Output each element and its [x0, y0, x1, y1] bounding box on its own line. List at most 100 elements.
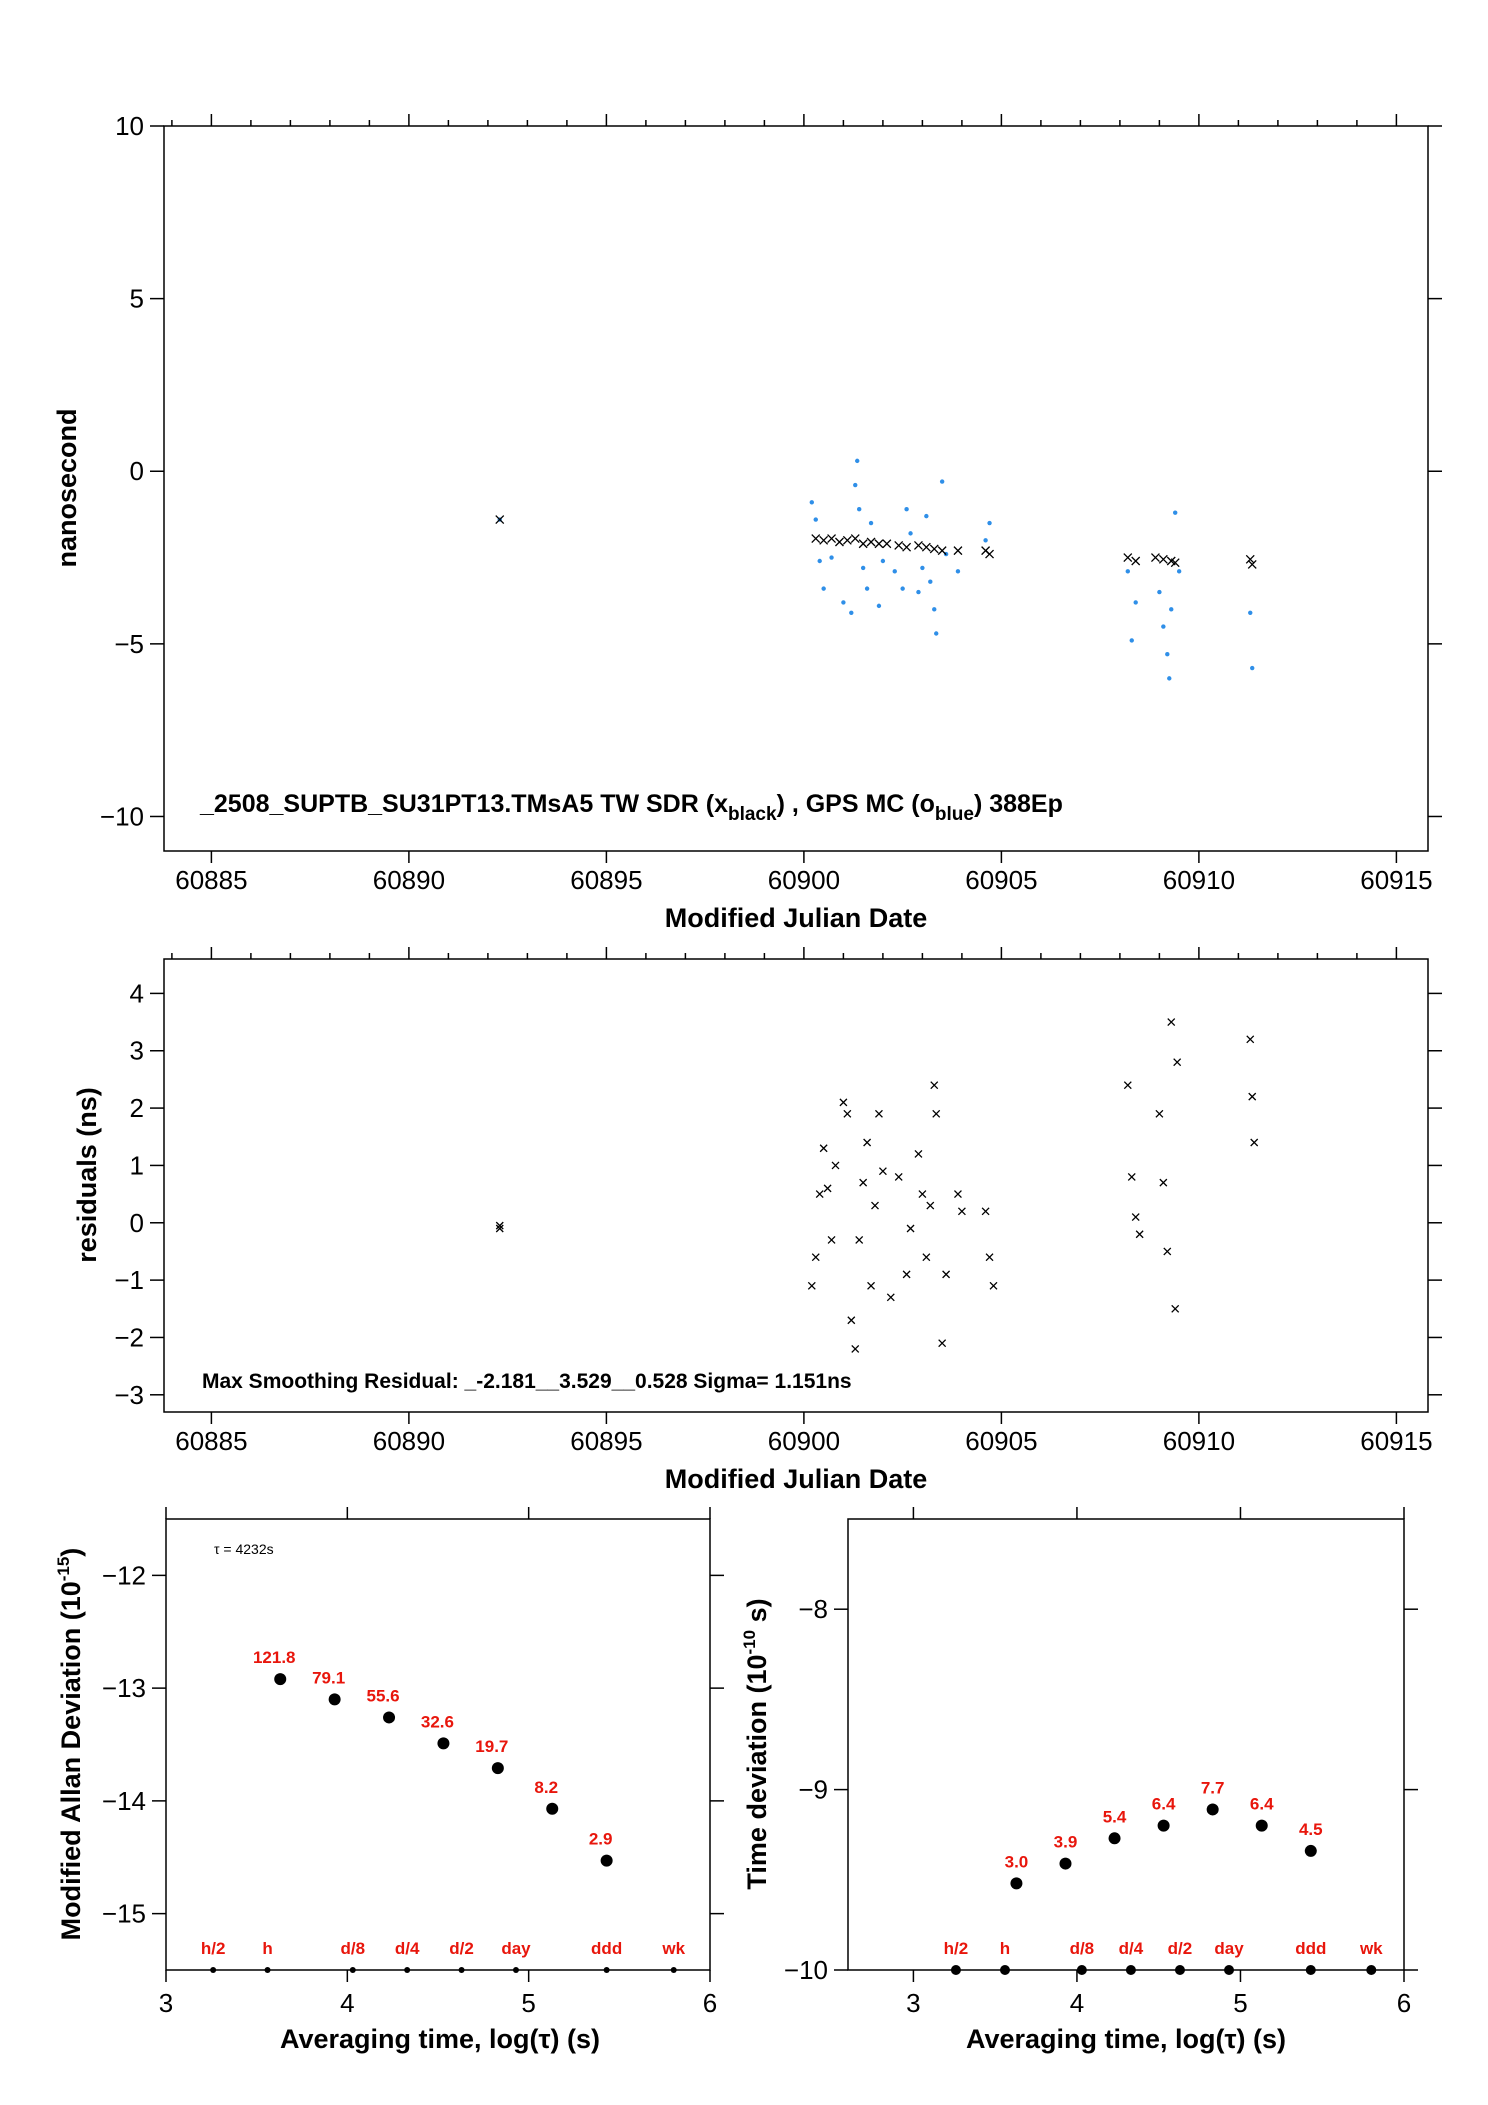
residual-point: [886, 1293, 895, 1302]
gps-mc-point: [904, 507, 909, 512]
mdev-point-label: 121.8: [253, 1648, 296, 1667]
mdev-xtick-label: 3: [159, 1988, 173, 2018]
residual-point: [839, 1098, 848, 1107]
residuals-ytick-label: 4: [130, 978, 144, 1008]
tdev-ref-marker: [950, 1965, 961, 1975]
tw-sdr-point: [894, 541, 904, 550]
gps-mc-point: [1165, 652, 1170, 657]
mdev-ref-marker: [264, 1967, 271, 1973]
timeseries-xtick-label: 60910: [1163, 865, 1235, 895]
annotation-sub-black: black: [728, 804, 777, 825]
timeseries-frame: [163, 125, 1429, 852]
tdev-ytick-label: −9: [798, 1775, 828, 1805]
residual-point: [918, 1190, 927, 1199]
mdev-ytick-label: −15: [102, 1899, 146, 1929]
residual-point: [902, 1270, 911, 1279]
tw-sdr-point: [866, 537, 876, 547]
residual-point: [1171, 1304, 1180, 1313]
gps-mc-point: [1248, 610, 1253, 615]
timeseries-ytick-label: 10: [115, 111, 144, 141]
gps-mc-point: [1161, 624, 1166, 629]
residual-point: [807, 1281, 816, 1290]
residual-point: [863, 1138, 872, 1147]
tdev-ylabel-base: Time deviation (10: [742, 1655, 772, 1890]
gps-mc-point: [900, 586, 905, 591]
tw-sdr-point: [902, 542, 912, 552]
gps-mc-point: [1250, 665, 1255, 671]
residual-point: [930, 1081, 939, 1090]
residuals-xlabel: Modified Julian Date: [665, 1464, 928, 1494]
residuals-xtick-label: 60890: [373, 1426, 445, 1456]
mdev-ref-marker: [349, 1967, 356, 1973]
gps-mc-point: [920, 565, 925, 571]
gps-mc-point: [932, 607, 937, 612]
residual-point: [871, 1201, 879, 1210]
mdev-point: [274, 1673, 287, 1686]
time-deviation-panel: 3 4 5 6 −8 −9 −10 3.0 3.9 5.4 6.4 7.7 6.4 4.5 h/2 h d/8…: [740, 1507, 1418, 2054]
mdev-ylabel-exponent: -15: [54, 1557, 73, 1582]
residuals-ylabel: residuals (ns): [72, 1087, 102, 1263]
mdev-xlabel: Averaging time, log(τ) (s): [280, 2024, 600, 2054]
gps-mc-point: [829, 555, 834, 560]
mdev-ref-marker: [404, 1967, 411, 1973]
tw-sdr-point: [953, 546, 963, 556]
mdev-ytick-label: −14: [102, 1786, 146, 1816]
mdev-ref-label: d/2: [449, 1939, 474, 1958]
residual-point: [1135, 1230, 1144, 1239]
tw-sdr-point: [842, 535, 852, 545]
tdev-point: [1255, 1819, 1268, 1832]
mdev-ref-marker: [458, 1967, 465, 1973]
tdev-xtick-label: 5: [1233, 1988, 1247, 2018]
mdev-ylabel: Modified Allan Deviation (10-15): [54, 1548, 86, 1941]
residuals-ytick-label: −1: [114, 1265, 144, 1295]
tw-sdr-point: [1131, 556, 1141, 566]
allan-deviation-panel: 3 4 5 6 −12 −13 −14 −15 121.8 79.1 55.6 32.6 19.7 8.…: [54, 1507, 724, 2054]
gps-mc-point: [864, 586, 870, 591]
residuals-xtick-label: 60900: [768, 1426, 840, 1456]
residuals-xtick-label: 60895: [570, 1426, 642, 1456]
tdev-ref-label: ddd: [1295, 1939, 1326, 1958]
tdev-point: [1206, 1803, 1219, 1816]
annotation-sub-blue: blue: [935, 804, 974, 825]
residuals-xtick-label: 60910: [1163, 1426, 1235, 1456]
residual-point: [847, 1316, 856, 1325]
gps-mc-point: [860, 565, 866, 571]
tw-sdr-point: [1245, 554, 1255, 564]
residuals-frame: [163, 958, 1429, 1413]
gps-mc-point: [1173, 510, 1178, 515]
mdev-ytick-label: −13: [102, 1673, 146, 1703]
tdev-ref-marker: [1224, 1965, 1235, 1975]
residuals-ytick-label: −3: [114, 1380, 144, 1410]
tdev-ref-label: h: [1000, 1939, 1010, 1958]
mdev-point: [546, 1802, 559, 1815]
residual-point: [815, 1190, 824, 1199]
gps-mc-point: [821, 586, 826, 591]
timeseries-annotation: _2508_SUPTB_SU31PT13.TMsA5 TW SDR (xblac…: [199, 790, 1063, 825]
timeseries-ylabel: nanosecond: [52, 408, 82, 567]
gps-mc-point: [924, 513, 929, 519]
tdev-point-label: 6.4: [1152, 1795, 1176, 1814]
tdev-ref-marker: [999, 1965, 1010, 1975]
mdev-ref-label: day: [501, 1939, 531, 1958]
tdev-xlabel: Averaging time, log(τ) (s): [966, 2024, 1286, 2054]
annotation-main: _2508_SUPTB_SU31PT13.TMsA5 TW SDR (x: [199, 790, 728, 818]
tdev-xtick-label: 3: [906, 1988, 920, 2018]
tdev-xtick-label: 6: [1397, 1988, 1411, 2018]
gps-mc-point: [876, 603, 882, 609]
tdev-ref-label: h/2: [944, 1939, 969, 1958]
residual-point: [855, 1236, 864, 1244]
mdev-ref-marker: [512, 1967, 519, 1973]
mdev-ref-label: wk: [661, 1939, 685, 1958]
gps-mc-point: [987, 520, 992, 526]
gps-mc-point: [1133, 600, 1138, 605]
residual-point: [1127, 1172, 1136, 1181]
tdev-point-label: 4.5: [1299, 1820, 1323, 1839]
residual-point: [981, 1207, 990, 1216]
gps-mc-point: [813, 517, 818, 522]
tw-sdr-point: [882, 539, 892, 549]
annotation-end: ) 388Ep: [974, 790, 1063, 818]
mdev-ylabel-close: ): [56, 1548, 86, 1557]
residual-point: [906, 1224, 915, 1233]
residual-point: [1163, 1247, 1172, 1256]
